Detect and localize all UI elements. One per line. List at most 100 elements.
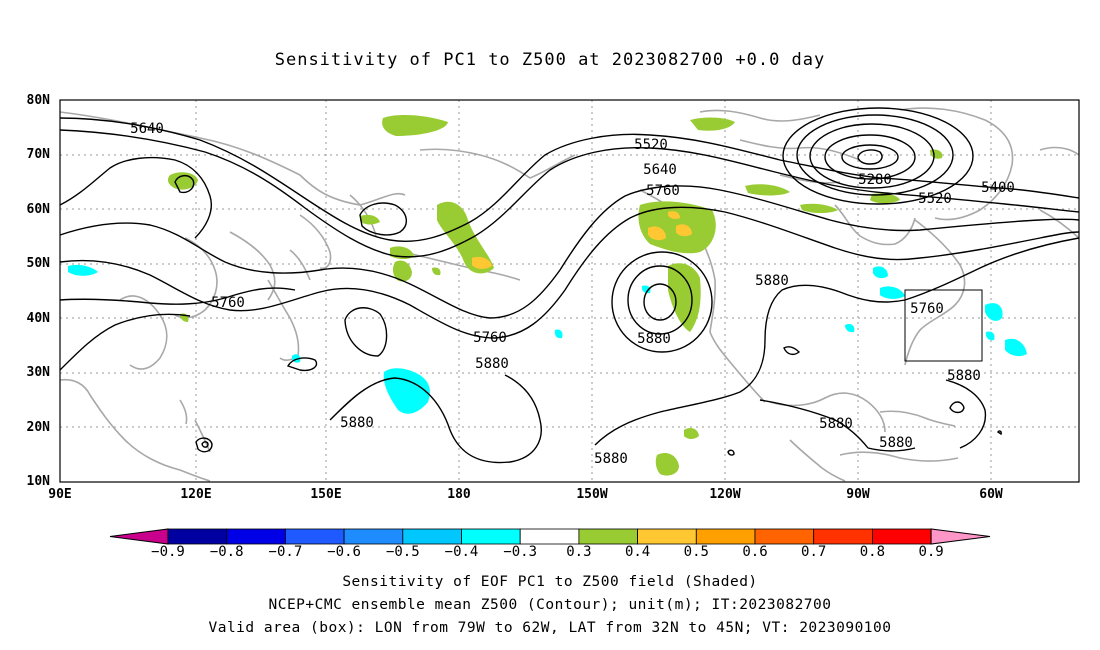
colorbar-tick-label: 0.4: [624, 544, 651, 560]
sensitivity-shading: [68, 114, 1027, 476]
shade-patch: [985, 331, 995, 341]
colorbar: [109, 528, 991, 545]
shade-patch: [684, 428, 699, 439]
coastlines: [59, 107, 1080, 482]
colorbar-tick-label: −0.8: [209, 544, 244, 560]
colorbar-cell: [284, 528, 345, 545]
colorbar-tick-label: 0.6: [742, 544, 768, 560]
lon-tick-label: 150W: [576, 487, 608, 502]
contour-labels: 5640 5520 5640 5760 5280 5400 5520 5880 …: [130, 121, 1015, 467]
shade-patch: [392, 260, 412, 282]
chart-title: Sensitivity of PC1 to Z500 at 2023082700…: [274, 50, 826, 70]
shade-patch: [873, 266, 888, 279]
shade-patch: [437, 201, 494, 274]
lat-tick-label: 70N: [26, 147, 50, 162]
colorbar-cell: [461, 528, 521, 545]
contour-label: 5640: [130, 121, 164, 137]
lat-tick-label: 80N: [26, 93, 50, 108]
colorbar-cell: [402, 528, 462, 545]
shade-patch: [554, 329, 563, 339]
contour-label: 5880: [755, 273, 789, 289]
colorbar-cell: [695, 528, 756, 545]
colorbar-tick-label: −0.4: [444, 544, 479, 560]
shade-patch: [472, 256, 492, 269]
lat-tick-label: 50N: [26, 256, 50, 271]
contour-label: 5760: [910, 301, 944, 317]
colorbar-cell: [637, 528, 697, 545]
contour-label: 5880: [947, 368, 981, 384]
colorbar-tick-label: −0.7: [268, 544, 303, 560]
contour-label: 5520: [634, 137, 668, 153]
shade-patch: [668, 263, 701, 332]
lon-tick-label: 120E: [180, 487, 212, 502]
caption-line-2: NCEP+CMC ensemble mean Z500 (Contour); u…: [268, 597, 832, 613]
shade-patch: [432, 267, 441, 276]
contour-label: 5280: [858, 172, 892, 188]
shade-patch: [360, 214, 380, 225]
shade-patch: [668, 211, 680, 219]
shade-patch: [68, 264, 98, 276]
shade-patch: [383, 368, 430, 414]
valid-area-box: [904, 289, 983, 362]
shade-patch: [800, 203, 838, 213]
shade-patch: [1005, 338, 1027, 357]
lat-tick-label: 40N: [26, 311, 50, 326]
colorbar-cell: [872, 528, 932, 545]
lon-tick-label: 150E: [310, 487, 342, 502]
colorbar-low-arrow: [109, 528, 169, 545]
lon-tick-label: 120W: [709, 487, 741, 502]
colorbar-cell: [343, 528, 404, 545]
contour-label: 5880: [340, 415, 374, 431]
colorbar-tick-label: −0.5: [385, 544, 420, 560]
colorbar-cell: [813, 528, 873, 545]
shade-patch: [880, 286, 905, 299]
colorbar-tick-label: 0.3: [566, 544, 592, 560]
colorbar-tick-label: 0.5: [683, 544, 709, 560]
shade-patch: [641, 285, 651, 294]
contour-label: 5760: [473, 330, 507, 346]
contour-label: 5880: [819, 416, 853, 432]
colorbar-tick-label: 0.8: [859, 544, 886, 560]
lon-tick-label: 90W: [846, 487, 870, 502]
shade-patch: [690, 117, 735, 131]
colorbar-tick-label: −0.3: [503, 544, 538, 560]
colorbar-tick-label: 0.7: [801, 544, 827, 560]
colorbar-cell: [519, 528, 580, 545]
lon-tick-label: 180: [447, 487, 471, 502]
lon-tick-label: 90E: [48, 487, 72, 502]
colorbar-tick-label: −0.6: [327, 544, 361, 560]
lat-tick-label: 60N: [26, 202, 50, 217]
shade-patch: [745, 184, 790, 196]
shade-patch: [870, 193, 900, 204]
contour-label: 5760: [211, 295, 245, 311]
caption-line-3: Valid area (box): LON from 79W to 62W, L…: [208, 620, 892, 636]
colorbar-tick-label: 0.9: [918, 544, 944, 560]
contour-label: 5880: [879, 435, 913, 451]
shade-patch: [382, 114, 448, 136]
lat-tick-label: 20N: [26, 420, 50, 435]
contour-label: 5520: [918, 191, 952, 207]
lat-tick-label: 30N: [26, 365, 50, 380]
shade-patch: [648, 226, 666, 241]
colorbar-high-arrow: [930, 528, 991, 545]
shade-patch: [845, 323, 855, 333]
lat-tick-label: 10N: [26, 474, 50, 489]
colorbar-cell: [226, 528, 286, 545]
colorbar-cell: [754, 528, 815, 545]
plot-frame: [59, 99, 1080, 483]
contour-label: 5880: [637, 331, 671, 347]
z500-contours: [59, 107, 1080, 464]
colorbar-tick-label: −0.9: [151, 544, 185, 560]
colorbar-cell: [578, 528, 639, 545]
contour-label: 5880: [594, 451, 628, 467]
colorbar-cell: [167, 528, 228, 545]
contour-label: 5400: [981, 180, 1015, 196]
contour-label: 5760: [646, 183, 680, 199]
lon-tick-label: 60W: [979, 487, 1003, 502]
contour-label: 5880: [475, 356, 509, 372]
shade-patch: [676, 224, 692, 237]
contour-label: 5640: [643, 162, 677, 178]
shade-patch: [655, 453, 679, 476]
caption-line-1: Sensitivity of EOF PC1 to Z500 field (Sh…: [342, 574, 758, 590]
